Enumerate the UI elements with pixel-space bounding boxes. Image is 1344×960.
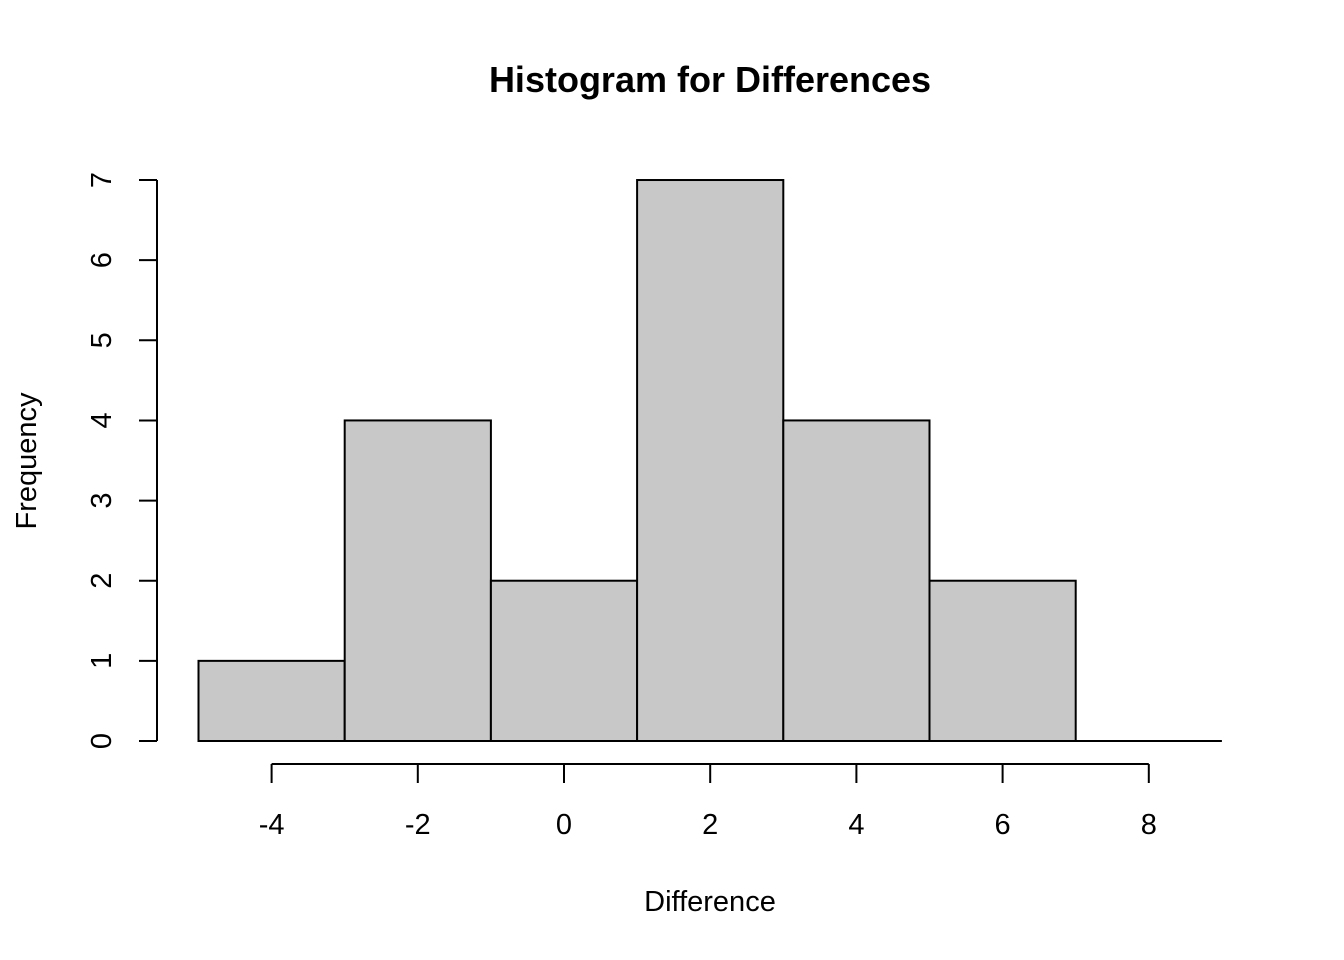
x-tick-label: 0 [556, 809, 572, 841]
y-tick-label: 2 [86, 573, 118, 589]
y-axis: 0 1 2 3 4 5 6 7 [86, 172, 158, 749]
x-tick-label: 8 [1141, 809, 1157, 841]
x-tick-label: 6 [995, 809, 1011, 841]
histogram-bar-2 [343, 419, 492, 742]
y-tick-label: 7 [86, 172, 118, 188]
x-tick-label: -2 [405, 809, 431, 841]
bars-group [197, 179, 1077, 742]
x-tick-label: -4 [259, 809, 285, 841]
histogram-bar-6 [928, 579, 1077, 742]
y-tick-label: 0 [86, 733, 118, 749]
y-tick-label: 6 [86, 252, 118, 268]
histogram-bar-4 [636, 179, 785, 742]
x-axis: -4 -2 0 2 4 6 8 [259, 763, 1157, 841]
y-tick-label: 5 [86, 332, 118, 348]
x-axis-label: Difference [644, 886, 776, 918]
y-tick-label: 3 [86, 493, 118, 509]
histogram-bar-3 [489, 579, 639, 742]
y-tick-label: 4 [86, 412, 118, 428]
x-tick-label: 2 [702, 809, 718, 841]
chart-title: Histogram for Differences [489, 59, 931, 100]
y-tick-label: 1 [86, 653, 118, 669]
y-axis-label: Frequency [11, 392, 43, 530]
histogram-bar-1 [197, 659, 346, 742]
histogram-bar-5 [782, 419, 931, 742]
x-tick-label: 4 [848, 809, 864, 841]
